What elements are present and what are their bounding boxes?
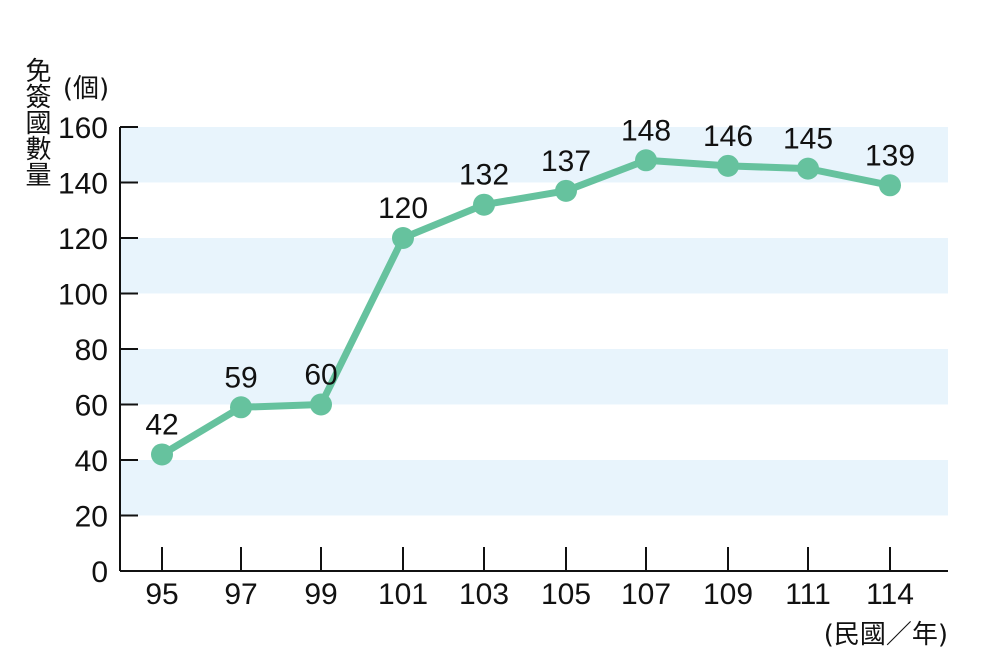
data-point-101 <box>392 227 414 249</box>
data-point-95 <box>151 443 173 466</box>
band-60-80 <box>120 349 948 405</box>
data-point-111 <box>797 157 819 180</box>
data-label-97: 59 <box>224 361 257 394</box>
data-point-97 <box>230 396 252 419</box>
y-axis-title: 免簽國數量 <box>21 57 51 187</box>
data-label-105: 137 <box>541 145 591 178</box>
x-tick-label-109: 109 <box>703 578 753 611</box>
data-label-95: 42 <box>145 408 178 441</box>
x-tick-label-107: 107 <box>621 578 671 611</box>
x-tick-label-105: 105 <box>541 578 591 611</box>
data-label-103: 132 <box>459 159 509 192</box>
y-tick-label-60: 60 <box>75 390 108 423</box>
data-point-99 <box>310 393 332 416</box>
data-label-109: 146 <box>703 120 753 153</box>
data-series: 42 59 60 120 132 137 148 146 145 139 <box>145 114 915 466</box>
y-tick-label-40: 40 <box>75 445 108 478</box>
data-label-107: 148 <box>621 114 671 147</box>
x-tick-label-103: 103 <box>459 578 509 611</box>
x-axis: 95 97 99 101 103 105 107 109 111 114 <box>120 547 948 611</box>
x-tick-label-114: 114 <box>866 578 914 611</box>
x-unit-label: (民國／年) <box>824 620 948 650</box>
y-tick-label-80: 80 <box>75 334 108 367</box>
data-point-105 <box>555 179 577 202</box>
y-tick-label-120: 120 <box>58 223 108 256</box>
x-tick-label-97: 97 <box>224 578 257 611</box>
band-100-120 <box>120 238 948 294</box>
data-label-99: 60 <box>304 359 337 392</box>
data-point-109 <box>717 154 739 177</box>
x-tick-label-99: 99 <box>304 578 337 611</box>
y-tick-label-20: 20 <box>75 501 108 534</box>
y-axis: 0 20 40 60 80 100 120 140 160 <box>58 112 138 589</box>
y-tick-label-0: 0 <box>91 556 108 589</box>
background-bands <box>120 127 948 516</box>
data-label-101: 120 <box>378 192 428 225</box>
band-20-40 <box>120 460 948 516</box>
data-label-114: 139 <box>865 139 915 172</box>
x-tick-label-101: 101 <box>378 578 428 611</box>
data-label-111: 145 <box>783 123 833 156</box>
series-line <box>158 156 894 458</box>
x-tick-label-111: 111 <box>785 578 831 611</box>
y-tick-label-160: 160 <box>58 112 108 145</box>
y-tick-label-100: 100 <box>58 279 108 312</box>
data-point-107 <box>635 149 657 172</box>
data-point-114 <box>879 174 901 197</box>
y-tick-label-140: 140 <box>58 168 108 201</box>
data-point-103 <box>473 193 495 216</box>
x-tick-label-95: 95 <box>145 578 178 611</box>
y-unit-label: (個) <box>63 74 109 104</box>
